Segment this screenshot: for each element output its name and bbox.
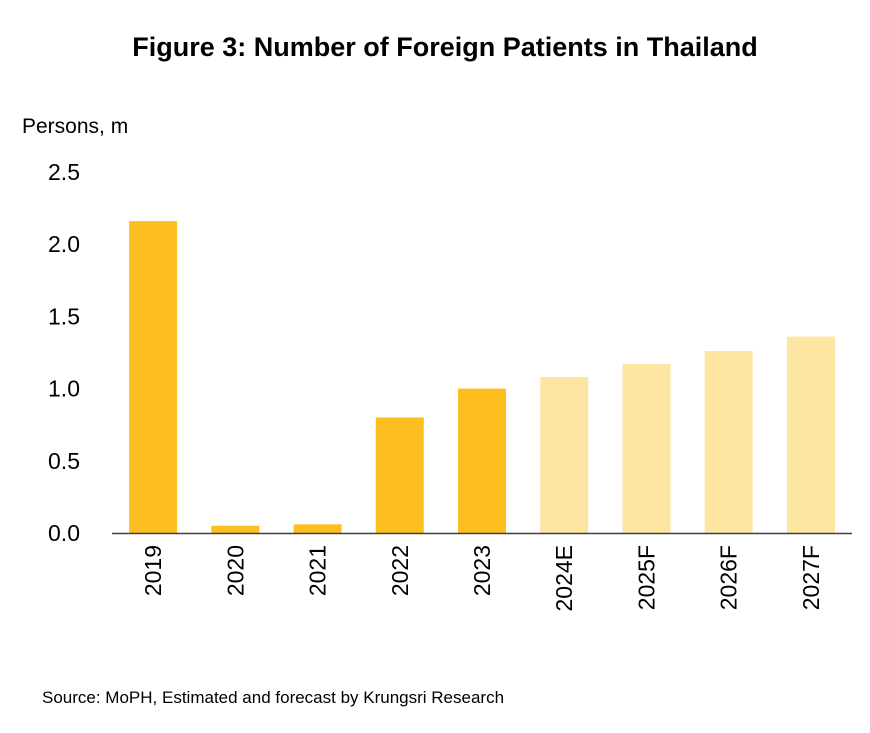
bar-2023 [458,388,506,533]
y-tick-label: 0.5 [48,448,80,474]
x-tick-label-2019: 2019 [140,545,166,596]
x-tick-label-2025F: 2025F [633,545,659,610]
bar-2021 [293,524,342,533]
x-tick-label-2024E: 2024E [551,545,577,612]
y-tick-label: 1.5 [48,303,80,329]
x-tick-label-2027F: 2027F [798,545,824,610]
bar-2025F [622,364,671,533]
y-axis-ticks: 0.0 0.5 1.0 1.5 2.0 2.5 [48,159,80,546]
x-axis-ticks: 2019 2020 2021 2022 2023 2024E 2025F 2026F 2027F [140,545,824,612]
chart-title: Figure 3: Number of Foreign Patients in … [132,32,758,62]
bar-2019 [129,221,178,533]
x-tick-label-2026F: 2026F [716,545,742,610]
bar-2024E [540,377,589,533]
x-tick-label-2021: 2021 [305,545,331,596]
y-tick-label: 2.0 [48,231,80,257]
bar-2026F [704,351,753,533]
y-tick-label: 2.5 [48,159,80,185]
x-tick-label-2022: 2022 [387,545,413,596]
x-tick-label-2023: 2023 [469,545,495,596]
bars [129,221,835,533]
y-tick-label: 1.0 [48,376,80,402]
bar-2022 [375,417,424,533]
y-tick-label: 0.0 [48,520,80,546]
bar-2020 [211,525,260,533]
source-note: Source: MoPH, Estimated and forecast by … [42,688,504,707]
y-axis-unit-label: Persons, m [22,115,128,138]
x-tick-label-2020: 2020 [222,545,248,596]
bar-2027F [786,336,835,533]
